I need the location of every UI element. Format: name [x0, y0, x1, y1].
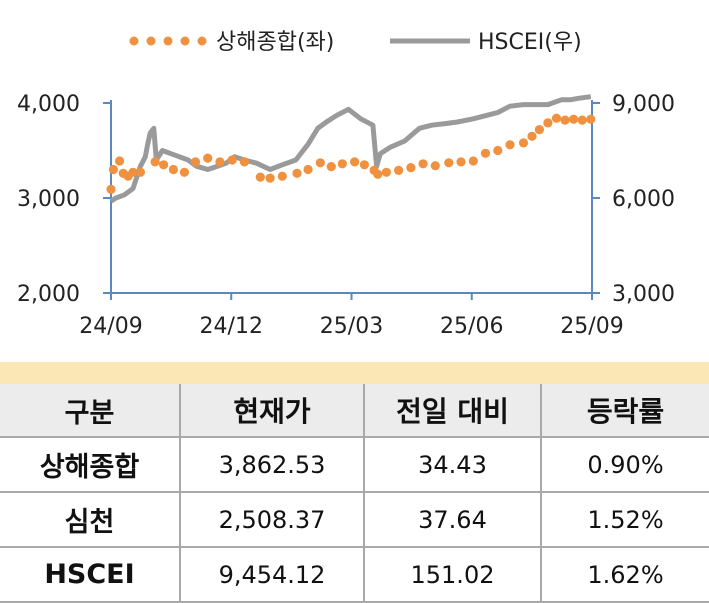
- shanghai-point: [115, 156, 125, 166]
- cell-change: 34.43: [363, 437, 541, 493]
- index-table: 구분 현재가 전일 대비 등락률 상해종합 3,862.53 34.43 0.9…: [0, 384, 709, 603]
- shanghai-point: [430, 161, 440, 171]
- table-row: 심천 2,508.37 37.64 1.52%: [0, 492, 709, 548]
- shanghai-point: [106, 184, 116, 194]
- shanghai-point: [203, 153, 213, 163]
- series-shanghai: [106, 113, 596, 194]
- shanghai-point: [534, 125, 545, 135]
- index-chart: 상해종합(좌) HSCEI(우) 24/09 24/12 25/03 25/06 25/…: [17, 30, 675, 339]
- shanghai-point: [277, 171, 287, 181]
- shanghai-point: [227, 155, 237, 165]
- legend-label-hscei: HSCEI(우): [478, 30, 582, 55]
- shanghai-point: [255, 172, 265, 182]
- table-header-row: 구분 현재가 전일 대비 등락률: [0, 384, 709, 438]
- shanghai-point: [543, 118, 553, 128]
- shanghai-point: [406, 163, 416, 173]
- cell-change-rate: 1.62%: [540, 547, 709, 603]
- shanghai-point: [468, 156, 478, 166]
- x-tick-label: 25/09: [560, 314, 623, 339]
- shanghai-point: [569, 114, 579, 124]
- shanghai-point: [394, 165, 404, 175]
- row-label: HSCEI: [0, 547, 180, 603]
- shanghai-point: [560, 115, 570, 125]
- row-label: 상해종합: [0, 437, 180, 493]
- chart-legend: 상해종합(좌) HSCEI(우): [129, 30, 582, 55]
- header-price: 현재가: [179, 384, 364, 438]
- shanghai-point: [135, 167, 145, 177]
- x-tick-label: 25/06: [440, 314, 503, 339]
- x-tick-label: 24/12: [200, 314, 263, 339]
- left-tick-label: 4,000: [17, 92, 80, 117]
- shanghai-point: [373, 169, 383, 179]
- cell-price: 2,508.37: [179, 492, 364, 548]
- shanghai-point: [586, 114, 596, 124]
- x-tick-label: 24/09: [79, 314, 142, 339]
- header-change-rate: 등락률: [540, 384, 709, 438]
- shanghai-point: [577, 115, 587, 125]
- shanghai-point: [456, 157, 466, 167]
- shanghai-point: [350, 157, 360, 167]
- shanghai-point: [527, 131, 537, 141]
- left-tick-label: 2,000: [17, 282, 80, 307]
- axis-ticks: 24/09 24/12 25/03 25/06 25/09 4,000 3,000 2,000…: [17, 92, 675, 339]
- table-row: 상해종합 3,862.53 34.43 0.90%: [0, 437, 709, 493]
- shanghai-point: [303, 164, 313, 175]
- legend-item-shanghai: 상해종합(좌): [129, 30, 334, 55]
- legend-dot: [129, 36, 139, 46]
- legend-dot: [163, 36, 173, 46]
- header-category: 구분: [0, 384, 180, 438]
- right-tick-label: 9,000: [612, 92, 675, 117]
- shanghai-point: [108, 164, 118, 175]
- shanghai-point: [493, 145, 503, 156]
- cell-change-rate: 0.90%: [540, 437, 709, 493]
- right-tick-label: 3,000: [612, 282, 675, 307]
- table-row: HSCEI 9,454.12 151.02 1.62%: [0, 547, 709, 603]
- shanghai-point: [190, 157, 201, 167]
- shanghai-point: [518, 138, 529, 148]
- shanghai-point: [418, 159, 428, 169]
- shanghai-point: [444, 158, 454, 168]
- left-tick-label: 3,000: [17, 187, 80, 212]
- divider-band: [0, 362, 709, 384]
- shanghai-point: [150, 157, 160, 167]
- cell-price: 3,862.53: [179, 437, 364, 493]
- shanghai-point: [292, 168, 302, 178]
- shanghai-point: [265, 173, 275, 183]
- shanghai-point: [315, 158, 325, 168]
- series-hscei: [109, 94, 592, 204]
- legend-dot: [180, 36, 190, 46]
- shanghai-point: [480, 148, 491, 158]
- shanghai-point: [215, 157, 225, 167]
- x-tick-label: 25/03: [320, 314, 383, 339]
- shanghai-point: [337, 159, 347, 169]
- cell-change: 37.64: [363, 492, 541, 548]
- shanghai-point: [381, 167, 391, 177]
- shanghai-point: [551, 113, 562, 123]
- shanghai-point: [326, 162, 336, 172]
- shanghai-point: [505, 140, 515, 150]
- hscei-line: [109, 94, 592, 204]
- row-label: 심천: [0, 492, 180, 548]
- legend-dot: [146, 36, 156, 46]
- cell-change-rate: 1.52%: [540, 492, 709, 548]
- chart-axes: [110, 100, 593, 294]
- legend-dot: [197, 36, 207, 46]
- legend-label-shanghai: 상해종합(좌): [216, 30, 334, 55]
- shanghai-point: [239, 157, 249, 167]
- shanghai-point: [359, 160, 369, 170]
- right-tick-label: 6,000: [612, 187, 675, 212]
- shanghai-point: [128, 167, 138, 177]
- shanghai-point: [159, 160, 169, 170]
- shanghai-point: [179, 167, 189, 177]
- shanghai-point: [168, 164, 178, 175]
- cell-change: 151.02: [363, 547, 541, 603]
- cell-price: 9,454.12: [179, 547, 364, 603]
- header-change: 전일 대비: [363, 384, 541, 438]
- legend-item-hscei: HSCEI(우): [390, 30, 582, 55]
